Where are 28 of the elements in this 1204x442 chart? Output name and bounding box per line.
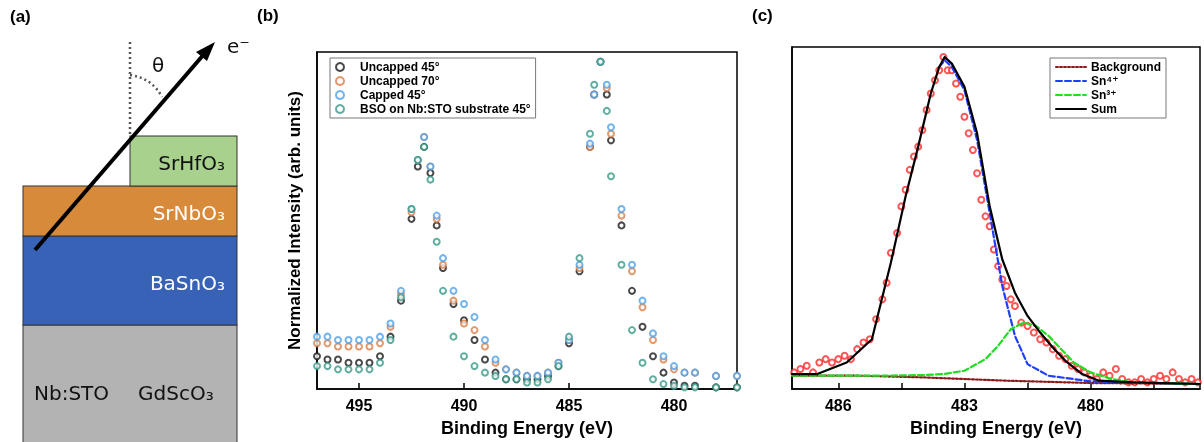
text: BaSnO₃ bbox=[149, 271, 225, 295]
x-tick-label: 490 bbox=[450, 396, 478, 414]
legend-label: Sn⁴⁺ bbox=[1090, 74, 1119, 88]
text: Nb:STO bbox=[34, 381, 110, 405]
legend-label: Uncapped 45° bbox=[360, 60, 440, 74]
text: θ bbox=[152, 53, 165, 77]
text: GdScO₃ bbox=[138, 381, 214, 405]
chart-title: (b) bbox=[257, 6, 279, 25]
x-axis-title: Binding Energy (eV) bbox=[909, 418, 1083, 438]
text: SrHfO₃ bbox=[158, 151, 225, 175]
legend-label: Uncapped 70° bbox=[360, 74, 440, 88]
text: (a) bbox=[10, 7, 31, 26]
y-axis-title: Normalized Intensity (arb. units) bbox=[285, 91, 304, 350]
x-tick-label: 480 bbox=[1077, 396, 1105, 414]
legend-label: Background bbox=[1090, 60, 1162, 74]
text: e⁻ bbox=[227, 34, 250, 58]
x-axis-title: Binding Energy (eV) bbox=[440, 418, 614, 438]
x-tick-label: 483 bbox=[951, 396, 978, 414]
text: SrNbO₃ bbox=[152, 201, 225, 225]
x-tick-label: 485 bbox=[555, 396, 583, 414]
chart-title: (c) bbox=[752, 6, 773, 25]
legend-label: BSO on Nb:STO substrate 45° bbox=[360, 102, 531, 116]
legend-label: Sum bbox=[1090, 102, 1118, 116]
x-tick-label: 486 bbox=[824, 396, 852, 414]
x-tick-label: 495 bbox=[345, 396, 373, 414]
legend-label: Capped 45° bbox=[360, 88, 426, 102]
x-tick-label: 480 bbox=[660, 396, 688, 414]
legend-label: Sn³⁺ bbox=[1090, 88, 1117, 102]
